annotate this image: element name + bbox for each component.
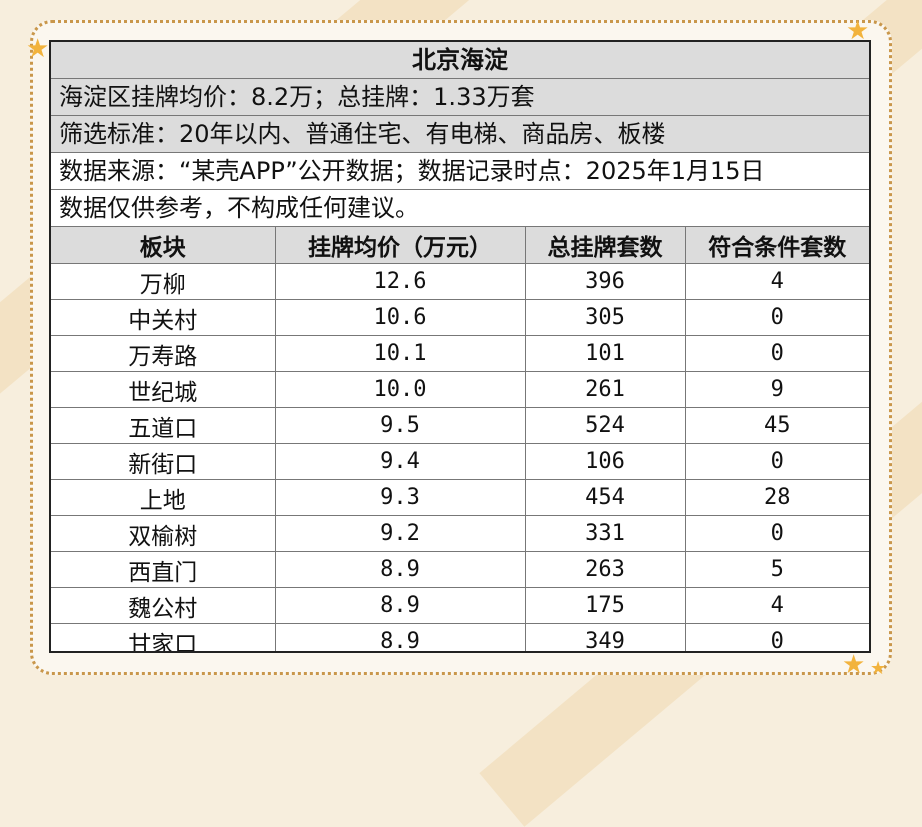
table-body: 万柳 12.6 396 4 中关村 10.6 305 0 万寿路 10.1 101 0 世纪城 10.0 2… <box>51 263 869 651</box>
table-row: 上地 9.3 454 28 <box>51 479 869 516</box>
district-cell: 魏公村 <box>51 587 276 624</box>
value-cell: 101 <box>524 335 686 372</box>
value-cell: 4 <box>684 587 869 624</box>
value-cell: 0 <box>684 443 869 480</box>
district-cell: 新街口 <box>51 443 276 480</box>
district-cell: 万寿路 <box>51 335 276 372</box>
value-cell: 106 <box>524 443 686 480</box>
value-cell: 4 <box>684 263 869 300</box>
column-header: 符合条件套数 <box>684 227 869 264</box>
summary-row: 海淀区挂牌均价：8.2万；总挂牌：1.33万套 <box>51 79 869 116</box>
table-row: 中关村 10.6 305 0 <box>51 299 869 336</box>
table-row: 西直门 8.9 263 5 <box>51 551 869 588</box>
criteria-row: 筛选标准：20年以内、普通住宅、有电梯、商品房、板楼 <box>51 116 869 153</box>
table-row: 双榆树 9.2 331 0 <box>51 515 869 552</box>
value-cell: 28 <box>684 479 869 516</box>
table-row: 万寿路 10.1 101 0 <box>51 335 869 372</box>
column-header: 挂牌均价（万元） <box>274 227 526 264</box>
value-cell: 8.9 <box>274 551 526 588</box>
value-cell: 261 <box>524 371 686 408</box>
table-header-row: 板块 挂牌均价（万元） 总挂牌套数 符合条件套数 <box>51 227 869 264</box>
value-cell: 10.6 <box>274 299 526 336</box>
star-icon: ★ <box>870 658 887 679</box>
value-cell: 9.4 <box>274 443 526 480</box>
district-cell: 双榆树 <box>51 515 276 552</box>
table-row: 魏公村 8.9 175 4 <box>51 587 869 624</box>
value-cell: 349 <box>524 623 686 651</box>
star-icon: ★ <box>842 650 866 680</box>
table-row: 甘家口 8.9 349 0 <box>51 623 869 651</box>
disclaimer-row: 数据仅供参考，不构成任何建议。 <box>51 190 869 227</box>
value-cell: 10.0 <box>274 371 526 408</box>
district-cell: 中关村 <box>51 299 276 336</box>
table-row: 五道口 9.5 524 45 <box>51 407 869 444</box>
value-cell: 5 <box>684 551 869 588</box>
listing-table: 板块 挂牌均价（万元） 总挂牌套数 符合条件套数 万柳 12.6 396 4 中关村 10… <box>51 227 869 651</box>
table-row: 新街口 9.4 106 0 <box>51 443 869 480</box>
value-cell: 396 <box>524 263 686 300</box>
value-cell: 8.9 <box>274 623 526 651</box>
data-sheet: 北京海淀 海淀区挂牌均价：8.2万；总挂牌：1.33万套 筛选标准：20年以内、… <box>49 40 871 653</box>
value-cell: 0 <box>684 335 869 372</box>
district-cell: 甘家口 <box>51 623 276 651</box>
district-cell: 五道口 <box>51 407 276 444</box>
value-cell: 524 <box>524 407 686 444</box>
source-row: 数据来源：“某壳APP”公开数据；数据记录时点：2025年1月15日 <box>51 153 869 190</box>
value-cell: 305 <box>524 299 686 336</box>
value-cell: 331 <box>524 515 686 552</box>
district-cell: 世纪城 <box>51 371 276 408</box>
table-row: 万柳 12.6 396 4 <box>51 263 869 300</box>
value-cell: 9 <box>684 371 869 408</box>
star-icon: ★ <box>846 16 870 46</box>
district-cell: 西直门 <box>51 551 276 588</box>
value-cell: 9.3 <box>274 479 526 516</box>
value-cell: 45 <box>684 407 869 444</box>
value-cell: 9.5 <box>274 407 526 444</box>
value-cell: 263 <box>524 551 686 588</box>
value-cell: 454 <box>524 479 686 516</box>
value-cell: 0 <box>684 623 869 651</box>
sheet-title: 北京海淀 <box>51 42 869 79</box>
district-cell: 万柳 <box>51 263 276 300</box>
value-cell: 0 <box>684 515 869 552</box>
column-header: 板块 <box>51 227 276 264</box>
column-header: 总挂牌套数 <box>524 227 686 264</box>
value-cell: 0 <box>684 299 869 336</box>
value-cell: 9.2 <box>274 515 526 552</box>
value-cell: 175 <box>524 587 686 624</box>
star-icon: ★ <box>26 34 50 64</box>
value-cell: 10.1 <box>274 335 526 372</box>
district-cell: 上地 <box>51 479 276 516</box>
value-cell: 8.9 <box>274 587 526 624</box>
value-cell: 12.6 <box>274 263 526 300</box>
table-row: 世纪城 10.0 261 9 <box>51 371 869 408</box>
